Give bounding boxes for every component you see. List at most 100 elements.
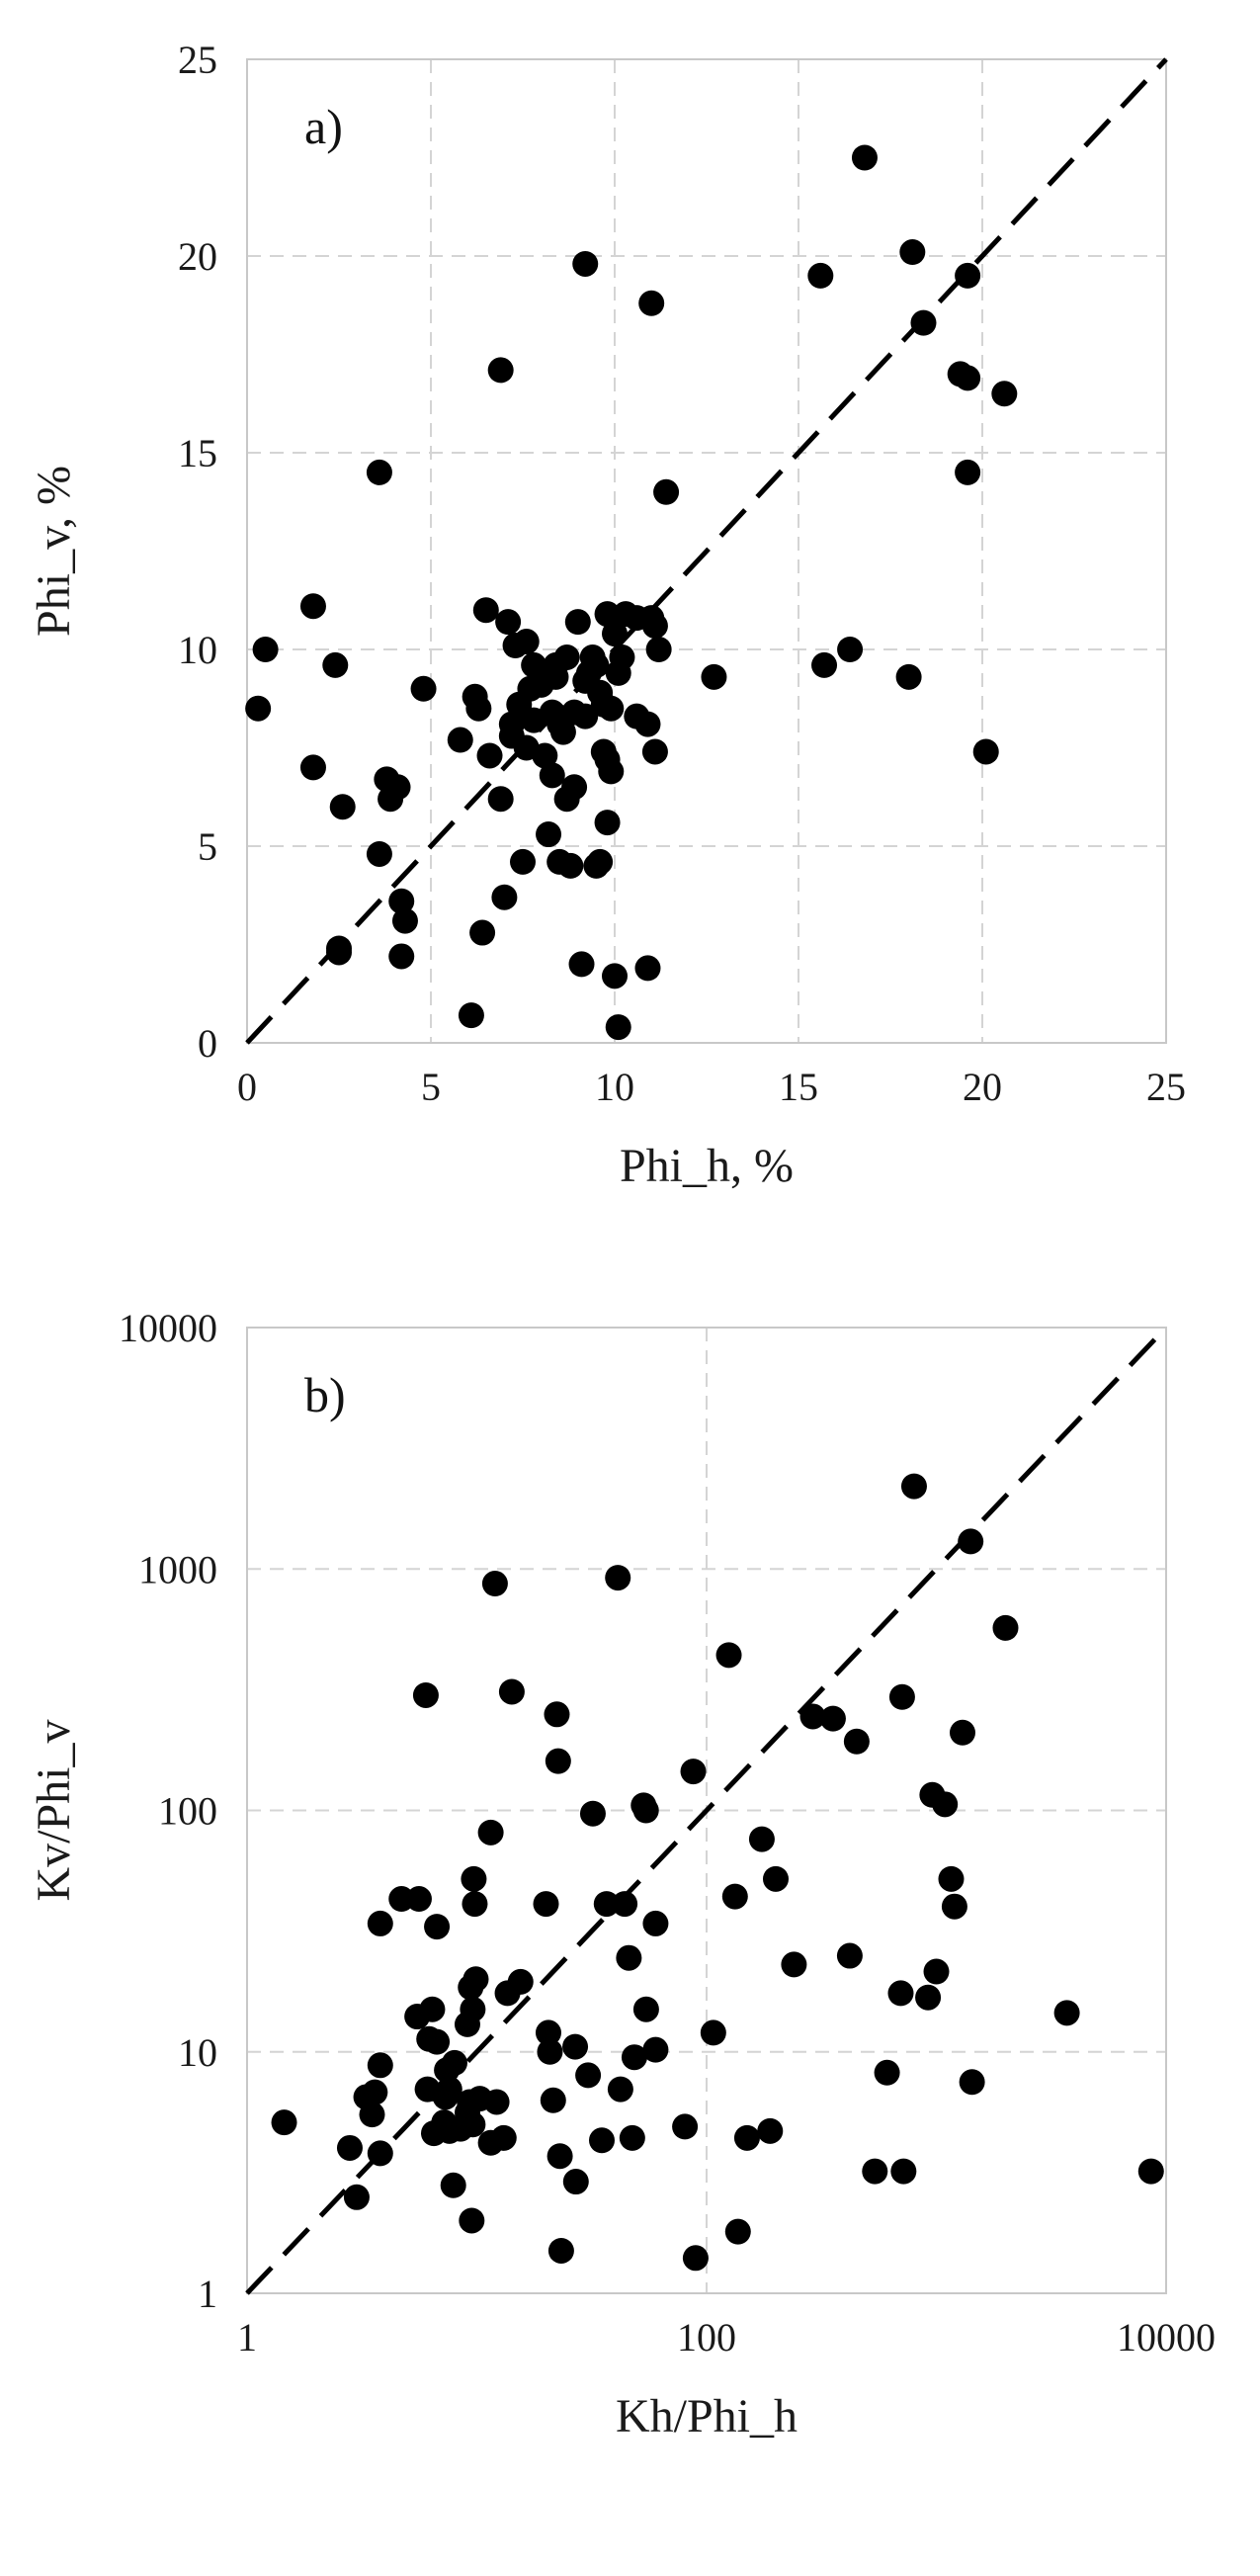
x-axis-title: Phi_h, %	[620, 1140, 794, 1192]
data-point	[590, 738, 617, 765]
data-point	[458, 1002, 484, 1029]
data-point	[424, 2028, 451, 2055]
data-point	[441, 2049, 467, 2076]
x-tick-label: 5	[421, 1065, 441, 1109]
data-point	[811, 651, 838, 678]
data-point	[992, 1614, 1019, 1641]
x-tick-label: 100	[677, 2315, 736, 2360]
data-point	[533, 1891, 559, 1918]
data-point	[642, 2036, 669, 2063]
data-point	[593, 1891, 620, 1918]
scatter-panel-b: 1 100 10000 1 10 100 1000 10000 Kh/Phi_h Kv/Phi_v…	[28, 1306, 1216, 2443]
data-point	[910, 309, 937, 336]
data-point	[836, 1942, 863, 1969]
data-point	[594, 601, 621, 628]
data-point	[680, 1759, 707, 1785]
y-tick-label: 25	[178, 38, 217, 82]
data-point	[414, 2076, 441, 2103]
data-point	[932, 1791, 959, 1818]
x-tick-label: 10000	[1117, 2315, 1216, 2360]
data-point	[547, 2237, 574, 2264]
data-point	[322, 651, 349, 678]
data-point	[421, 2120, 448, 2147]
y-tick-label: 1	[198, 2272, 217, 2316]
data-point	[757, 2117, 784, 2144]
data-point	[517, 675, 544, 702]
data-point	[412, 1681, 439, 1708]
y-axis-title: Kv/Phi_v	[28, 1719, 80, 1901]
data-point	[762, 1865, 789, 1892]
plot-frame	[246, 1327, 1167, 2294]
data-point	[915, 1984, 942, 2011]
data-point	[510, 848, 536, 875]
data-point	[546, 2143, 573, 2170]
data-point	[419, 1996, 446, 2022]
data-point	[543, 651, 569, 678]
data-point	[607, 2076, 633, 2103]
data-point	[537, 2038, 563, 2065]
data-point	[572, 250, 599, 277]
data-point	[326, 939, 352, 966]
data-point	[491, 884, 518, 910]
data-point	[539, 762, 565, 789]
panel-label: b)	[304, 1367, 346, 1422]
data-point	[329, 794, 356, 820]
data-point	[895, 663, 922, 690]
x-tick-label: 1	[237, 2315, 257, 2360]
data-point	[549, 719, 576, 745]
data-point	[575, 659, 602, 686]
data-point	[507, 1968, 534, 1995]
data-point	[447, 727, 473, 753]
data-point	[715, 1642, 742, 1669]
data-point	[271, 2109, 297, 2136]
data-point	[583, 852, 610, 879]
data-point	[955, 459, 981, 485]
data-point	[890, 2158, 917, 2185]
data-point	[459, 2207, 485, 2234]
data-point	[638, 290, 665, 316]
data-point	[874, 2059, 900, 2086]
data-point	[862, 2158, 888, 2185]
data-point	[588, 2127, 615, 2154]
data-point	[521, 651, 547, 678]
data-point	[367, 2052, 393, 2079]
data-point	[843, 1728, 870, 1755]
data-point	[362, 2079, 388, 2105]
data-point	[819, 1705, 846, 1732]
y-tick-label: 15	[178, 431, 217, 475]
x-tick-label: 25	[1146, 1065, 1186, 1109]
data-point	[553, 786, 580, 813]
data-point	[959, 2069, 985, 2096]
data-point	[645, 637, 672, 662]
data-point	[991, 381, 1018, 407]
x-tick-label: 15	[779, 1065, 818, 1109]
data-point	[366, 459, 392, 485]
data-point	[653, 478, 680, 505]
data-point	[562, 2169, 589, 2195]
data-point	[634, 955, 661, 982]
data-point	[733, 2124, 760, 2151]
data-point	[465, 695, 492, 722]
data-point	[536, 821, 562, 848]
data-point	[460, 1996, 486, 2022]
data-point	[598, 695, 625, 722]
data-point	[299, 593, 326, 620]
data-point	[521, 707, 547, 733]
data-point	[367, 1910, 393, 1936]
data-point	[405, 1886, 432, 1913]
y-axis-title: Phi_v, %	[28, 466, 80, 637]
data-point	[384, 774, 411, 801]
data-point	[641, 738, 668, 765]
data-point	[612, 1891, 638, 1918]
data-point	[410, 675, 437, 702]
data-point	[490, 2124, 517, 2151]
x-tick-label: 0	[237, 1065, 257, 1109]
data-point	[851, 144, 878, 171]
data-point	[949, 1719, 975, 1746]
data-point	[424, 1914, 451, 1940]
data-point	[562, 2033, 589, 2060]
data-point	[579, 1800, 606, 1827]
data-point	[594, 810, 621, 836]
data-point	[575, 2062, 602, 2089]
